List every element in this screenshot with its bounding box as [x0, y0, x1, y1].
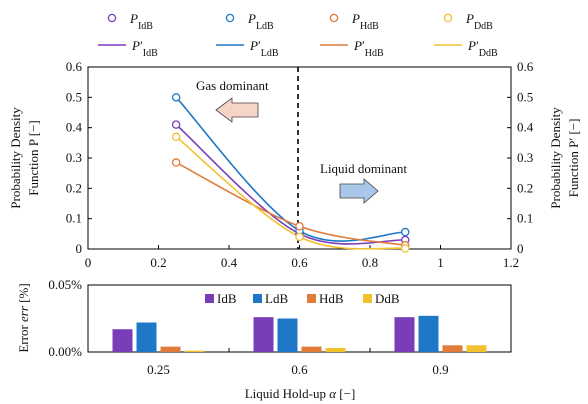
- bottom-legend-swatch-DdB: [363, 294, 372, 303]
- data-marker-HdB: [295, 221, 304, 231]
- bar-LdB-0.25: [136, 322, 157, 352]
- bar-IdB-0.9: [394, 317, 415, 352]
- y-right-tick-label: 0.6: [517, 59, 534, 74]
- bar-IdB-0.25: [112, 329, 133, 352]
- y-tick-label: 0.6: [66, 59, 83, 74]
- y-axis-label-right: Probability Density: [548, 107, 563, 209]
- bottom-x-axis-label: Liquid Hold-up α [−]: [245, 386, 356, 401]
- bottom-legend-label-IdB: IdB: [217, 291, 237, 306]
- legend-marker-LdB: [225, 13, 235, 23]
- bottom-legend-swatch-IdB: [205, 294, 214, 303]
- y-axis-label-right-line2: Function P′ [−]: [566, 119, 581, 198]
- x-tick-label: 0.8: [362, 255, 378, 270]
- y-axis-label-left-line2: Function P [−]: [26, 120, 41, 195]
- data-marker-LdB: [171, 93, 181, 102]
- data-marker-DdB: [295, 232, 304, 242]
- y-tick-label: 0.2: [66, 180, 82, 195]
- bottom-x-tick-label: 0.9: [432, 362, 448, 377]
- arrow-liquid-dominant: [339, 178, 379, 204]
- bar-LdB-0.6: [277, 318, 298, 352]
- legend-label-P_LdB: PLdB: [247, 11, 274, 32]
- bottom-legend-label-DdB: DdB: [375, 291, 400, 306]
- legend-label-P'_LdB: P′LdB: [249, 38, 279, 59]
- series-line-IdB: [175, 124, 406, 245]
- legend-marker-IdB: [107, 13, 117, 23]
- legend-label-P'_IdB: P′IdB: [131, 38, 158, 59]
- x-tick-label: 0.4: [221, 255, 238, 270]
- y-tick-label: 0.5: [66, 89, 82, 104]
- x-tick-label: 0.2: [150, 255, 166, 270]
- y-right-tick-label: 0.3: [517, 150, 533, 165]
- legend-marker-HdB: [329, 13, 339, 23]
- y-tick-label: 0.1: [66, 211, 82, 226]
- bar-DdB-0.25: [184, 350, 205, 352]
- annotation-liquid-dominant: Liquid dominant: [320, 161, 407, 176]
- y-tick-label: 0.3: [66, 150, 82, 165]
- y-right-tick-label: 0.4: [517, 120, 534, 135]
- bottom-legend-swatch-HdB: [307, 294, 316, 303]
- bar-DdB-0.6: [325, 347, 346, 352]
- bottom-y-tick-label: 0.00%: [48, 344, 82, 359]
- x-tick-label: 0.6: [291, 255, 308, 270]
- bar-LdB-0.9: [418, 315, 439, 352]
- x-tick-label: 1.2: [503, 255, 519, 270]
- data-marker-HdB: [171, 158, 181, 167]
- bar-HdB-0.25: [160, 346, 181, 352]
- annotation-gas-dominant: Gas dominant: [196, 78, 269, 93]
- bottom-x-tick-label: 0.25: [147, 362, 170, 377]
- data-marker-IdB: [171, 120, 181, 129]
- legend-label-P'_DdB: P′DdB: [467, 38, 498, 59]
- data-marker-DdB: [171, 132, 181, 142]
- bar-HdB-0.9: [442, 345, 463, 352]
- bottom-legend-swatch-LdB: [253, 294, 262, 303]
- bar-HdB-0.6: [301, 346, 322, 352]
- data-marker-DdB: [400, 244, 410, 253]
- bar-IdB-0.6: [253, 317, 274, 352]
- legend-marker-DdB: [443, 13, 453, 23]
- y-right-tick-label: 0.1: [517, 211, 533, 226]
- bottom-legend-label-LdB: LdB: [265, 291, 288, 306]
- legend-label-P_DdB: PDdB: [465, 11, 493, 32]
- y-right-tick-label: 0: [517, 241, 524, 256]
- series-line-LdB: [175, 96, 406, 242]
- bottom-y-axis-label: Error err [%]: [16, 283, 31, 352]
- legend-label-P'_HdB: P′HdB: [353, 38, 384, 59]
- legend-label-P_IdB: PIdB: [129, 11, 153, 32]
- bar-DdB-0.9: [466, 345, 487, 352]
- x-tick-label: 0: [85, 255, 92, 270]
- top-plot-frame: [87, 66, 512, 250]
- y-right-tick-label: 0.5: [517, 89, 533, 104]
- bottom-legend-label-HdB: HdB: [319, 291, 344, 306]
- y-axis-label-left: Probability Density: [8, 107, 23, 209]
- bottom-y-tick-label: 0.05%: [48, 277, 82, 292]
- bottom-plot-frame: [87, 284, 512, 353]
- data-marker-LdB: [400, 227, 410, 237]
- x-tick-label: 1: [437, 255, 444, 270]
- y-right-tick-label: 0.2: [517, 180, 533, 195]
- bottom-x-tick-label: 0.6: [291, 362, 308, 377]
- y-tick-label: 0: [76, 241, 83, 256]
- arrow-gas-dominant: [215, 97, 259, 123]
- y-tick-label: 0.4: [66, 120, 83, 135]
- legend-label-P_HdB: PHdB: [351, 11, 379, 32]
